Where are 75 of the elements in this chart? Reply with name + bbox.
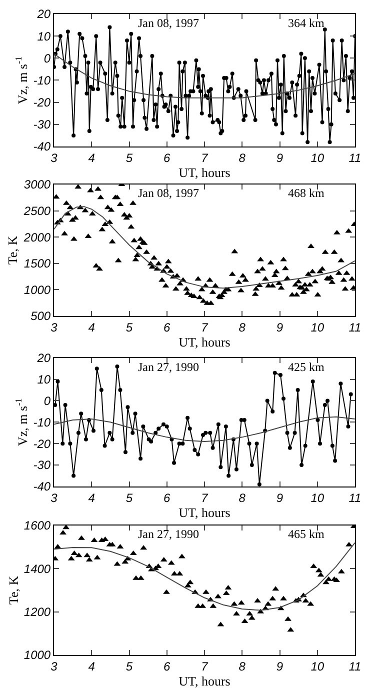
x-tick-label: 11 — [348, 490, 362, 505]
y-tick-label: 500 — [30, 309, 51, 324]
x-axis-title: UT, hours — [178, 164, 230, 180]
x-tick-label: 7 — [201, 320, 210, 334]
x-tick-label: 6 — [164, 150, 171, 165]
x-tick-label: 9 — [276, 490, 284, 505]
line-series — [54, 53, 355, 98]
x-tick-label: 4 — [88, 150, 96, 165]
x-tick-label: 6 — [164, 320, 171, 334]
annotation: Jan 08, 1997 — [138, 186, 199, 200]
y-tick-label: 1600 — [24, 518, 51, 533]
x-tick-label: 3 — [50, 320, 58, 334]
x-tick-label: 7 — [201, 490, 210, 505]
y-tick-label: 0 — [44, 394, 51, 408]
x-tick-label: 8 — [238, 150, 246, 165]
x-tick-label: 9 — [276, 659, 284, 674]
y-tick-label: 1200 — [24, 605, 51, 620]
y-tick-label: 1400 — [24, 562, 51, 576]
y-tick-label: -40 — [33, 480, 51, 494]
x-tick-label: 8 — [238, 320, 246, 334]
y-tick-label: 10 — [37, 29, 51, 44]
x-tick-label: 11 — [348, 659, 362, 674]
annotation: 425 km — [288, 360, 325, 374]
y-axis-title: Te, K — [6, 575, 21, 605]
y-tick-label: 2000 — [22, 230, 51, 244]
x-tick-label: 9 — [276, 320, 284, 334]
y-tick-label: -20 — [33, 96, 51, 110]
y-tick-label: 3000 — [24, 178, 51, 192]
annotation: 465 km — [288, 527, 325, 541]
annotation: Jan 27, 1990 — [138, 527, 199, 541]
x-tick-label: 8 — [238, 659, 246, 674]
y-tick-label: 20 — [36, 7, 51, 22]
x-tick-label: 6 — [164, 490, 171, 505]
x-tick-label: 5 — [126, 150, 133, 165]
x-tick-label: 5 — [126, 490, 133, 505]
x-tick-label: 3 — [50, 150, 58, 165]
x-tick-label: 3 — [50, 490, 58, 505]
y-axis-title: Te, K — [4, 235, 20, 265]
x-tick-label: 4 — [88, 320, 96, 334]
y-tick-label: 1000 — [24, 648, 51, 662]
y-tick-label: 1500 — [24, 256, 51, 271]
x-tick-label: 6 — [164, 659, 171, 674]
y-tick-label: -10 — [33, 73, 51, 88]
x-tick-label: 4 — [88, 490, 96, 505]
y-tick-label: -30 — [33, 118, 51, 132]
annotation: 364 km — [288, 16, 325, 30]
x-tick-label: 10 — [310, 320, 324, 334]
x-tick-label: 10 — [310, 490, 324, 505]
y-tick-label: -10 — [33, 415, 51, 430]
y-tick-label: 2500 — [22, 204, 51, 218]
annotation: Jan 27, 1990 — [138, 360, 199, 374]
x-tick-label: 11 — [348, 150, 362, 165]
x-axis-title: UT, hours — [178, 504, 230, 520]
x-tick-label: 5 — [126, 320, 133, 334]
x-tick-label: 7 — [201, 659, 210, 674]
x-tick-label: 5 — [126, 659, 133, 674]
x-tick-label: 10 — [310, 659, 324, 674]
annotation: 468 km — [288, 186, 325, 200]
y-tick-label: 20 — [36, 351, 51, 366]
y-tick-label: 1000 — [24, 282, 51, 297]
y-tick-label: -20 — [33, 436, 51, 451]
y-tick-label: -40 — [33, 140, 51, 154]
x-tick-label: 8 — [238, 490, 246, 505]
x-tick-label: 3 — [50, 659, 58, 674]
annotation: Jan 08, 1997 — [138, 16, 199, 30]
x-tick-label: 9 — [276, 150, 284, 165]
y-tick-label: 10 — [37, 372, 51, 387]
x-tick-label: 10 — [310, 150, 324, 165]
x-tick-label: 11 — [348, 320, 362, 334]
x-axis-title: UT, hours — [178, 673, 230, 688]
x-axis-title: UT, hours — [178, 334, 230, 350]
y-tick-label: -30 — [33, 458, 51, 472]
x-tick-label: 4 — [88, 659, 96, 674]
x-tick-label: 7 — [201, 150, 210, 165]
y-tick-label: 0 — [44, 51, 51, 66]
